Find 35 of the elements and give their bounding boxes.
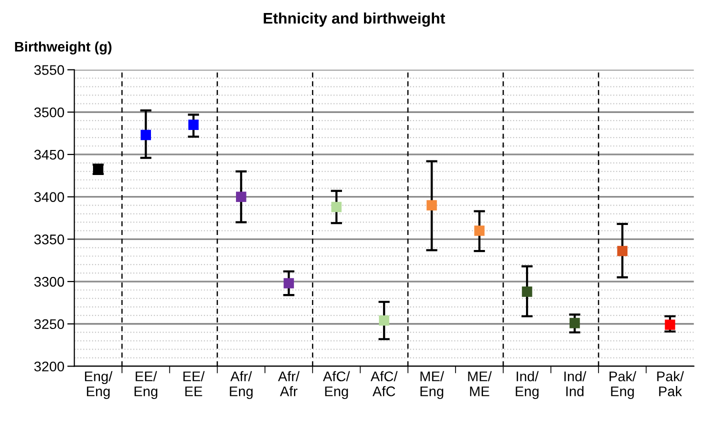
x-tick-label: AfC/ AfC xyxy=(370,371,398,396)
point xyxy=(570,318,580,328)
x-tick-label: Pak/ Pak xyxy=(657,371,684,396)
x-tick-label: AfC/ Eng xyxy=(322,371,350,400)
x-tick-label: ME/ ME xyxy=(468,371,492,396)
x-tick-label: Ind/ Ind xyxy=(564,371,586,396)
chart-title: Ethnicity and birthweight xyxy=(264,12,446,27)
x-tick-label: Afr/ Afr xyxy=(278,371,300,396)
point xyxy=(617,246,628,256)
x-tick-label: Ind/ Eng xyxy=(516,371,539,400)
point xyxy=(331,202,342,212)
y-tick-label: 3550 xyxy=(34,65,64,75)
y-tick-label: 3200 xyxy=(34,362,64,372)
x-tick-label: ME/ Eng xyxy=(420,371,444,400)
point xyxy=(426,200,437,210)
point xyxy=(522,286,532,297)
x-tick-label: EE/ Eng xyxy=(134,371,158,400)
x-tick-label: Afr/ Eng xyxy=(230,371,253,400)
point xyxy=(236,192,246,202)
point xyxy=(664,320,676,330)
point xyxy=(140,130,151,140)
y-tick-label: 3500 xyxy=(34,107,64,118)
point xyxy=(474,226,485,236)
y-tick-label: 3250 xyxy=(34,319,64,330)
y-tick-label: 3400 xyxy=(34,192,64,202)
y-tick-label: 3450 xyxy=(34,150,64,160)
x-tick-label: EE/ EE xyxy=(183,371,205,396)
x-tick-label: Eng/ Eng xyxy=(85,371,112,400)
point xyxy=(188,120,199,130)
point xyxy=(284,278,294,288)
x-tick-label: Pak/ Eng xyxy=(610,371,636,400)
y-tick-label: 3350 xyxy=(34,234,64,244)
y-axis-title: Birthweight (g) xyxy=(15,41,112,54)
point xyxy=(378,315,390,326)
y-tick-label: 3300 xyxy=(34,276,64,287)
